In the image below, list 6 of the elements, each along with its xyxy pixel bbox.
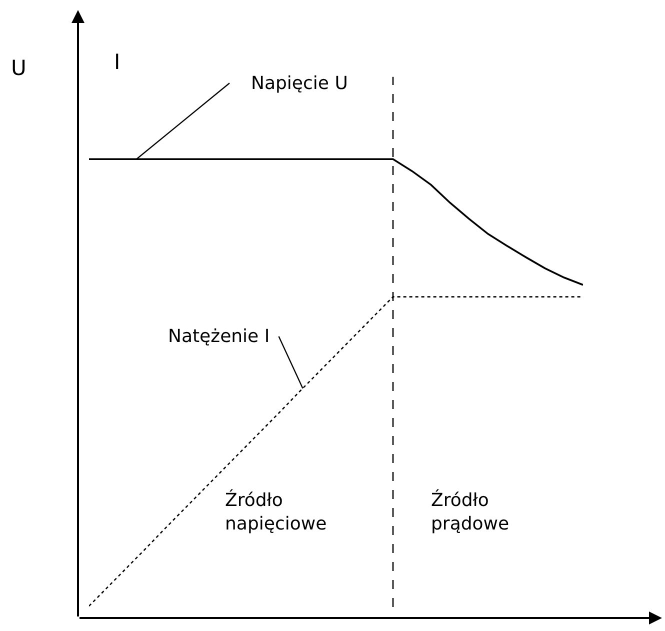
text: Napięcie U — [251, 73, 348, 94]
text: I — [114, 50, 120, 74]
annotation: Źródło prądowe — [431, 489, 510, 534]
y-axis-title: U — [11, 56, 26, 80]
text: Natężenie I — [168, 326, 270, 347]
annotation: Źródło napięciowe — [225, 489, 327, 534]
